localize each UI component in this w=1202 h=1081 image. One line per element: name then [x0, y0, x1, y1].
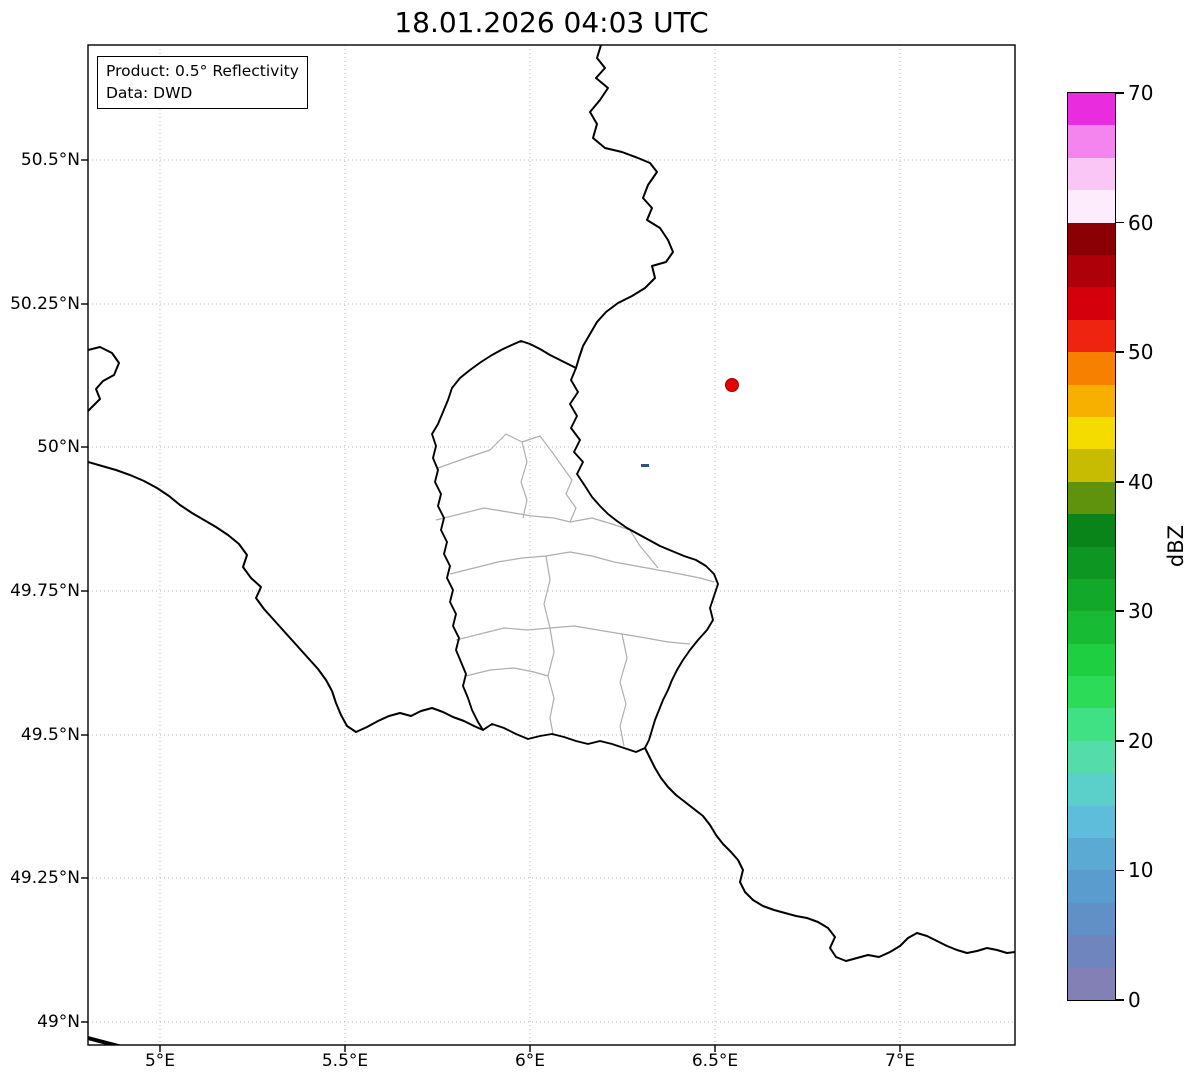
- colorbar-segment: [1068, 513, 1115, 547]
- plot-title: 18.01.2026 04:03 UTC: [394, 6, 709, 39]
- luxembourg-border: [431, 340, 719, 753]
- colorbar-tick-mark: [1116, 92, 1124, 94]
- y-tick-label: 50.25°N: [10, 294, 80, 314]
- colorbar-segment: [1068, 157, 1115, 191]
- y-tick-label: 50.5°N: [20, 150, 80, 170]
- colorbar-segment: [1068, 902, 1115, 936]
- colorbar-segment: [1068, 319, 1115, 353]
- colorbar-tick-label: 10: [1128, 858, 1154, 883]
- luxembourg-canton-borders: [435, 433, 715, 747]
- annotation-box: Product: 0.5° Reflectivity Data: DWD: [97, 56, 308, 109]
- colorbar-segment: [1068, 416, 1115, 450]
- colorbar-tick-mark: [1116, 740, 1124, 742]
- colorbar-tick-label: 30: [1128, 599, 1154, 624]
- x-tick-label: 5.5°E: [321, 1051, 369, 1071]
- colorbar-segment: [1068, 934, 1115, 968]
- colorbar-segment: [1068, 675, 1115, 709]
- colorbar-tick-label: 70: [1128, 81, 1154, 105]
- x-tick-label: 6.5°E: [691, 1051, 739, 1071]
- colorbar-tick-mark: [1116, 869, 1124, 872]
- colorbar-segment: [1068, 254, 1115, 288]
- colorbar-tick-label: 20: [1128, 728, 1154, 753]
- colorbar-tick-mark: [1116, 221, 1124, 224]
- colorbar-gradient: [1068, 93, 1115, 1000]
- colorbar-segment: [1068, 643, 1115, 677]
- colorbar-tick-mark: [1116, 351, 1124, 353]
- x-tick-label: 7°E: [884, 1051, 916, 1071]
- border-belgium-france-upper: [88, 346, 120, 412]
- colorbar-segment: [1068, 869, 1115, 903]
- colorbar-segment: [1068, 610, 1115, 644]
- colorbar-segment: [1068, 351, 1115, 385]
- colorbar-segment: [1068, 448, 1115, 482]
- y-tick-label: 50°N: [37, 437, 80, 457]
- x-tick-label: 6°E: [514, 1051, 546, 1071]
- colorbar-segment: [1068, 93, 1115, 126]
- colorbar-segment: [1068, 189, 1115, 223]
- colorbar-segment: [1068, 966, 1115, 1000]
- colorbar-segment: [1068, 383, 1115, 417]
- colorbar-tick-label: 50: [1128, 340, 1154, 365]
- colorbar-segment: [1068, 481, 1115, 515]
- colorbar-segment: [1068, 578, 1115, 612]
- colorbar-segment: [1068, 740, 1115, 774]
- colorbar-segment: [1068, 286, 1115, 320]
- colorbar-segment: [1068, 221, 1115, 255]
- echo-speck: [641, 464, 649, 467]
- plot-frame: [87, 44, 1016, 1046]
- colorbar-tick-label: 60: [1128, 210, 1154, 235]
- colorbar-tick-mark: [1116, 610, 1124, 613]
- colorbar-segment: [1068, 804, 1115, 839]
- axis-tick-marks: [81, 159, 901, 1052]
- colorbar-segment: [1068, 837, 1115, 871]
- colorbar: 0 10 20 30 40 50 60 70: [1067, 82, 1153, 1011]
- y-tick-label: 49.25°N: [10, 868, 80, 888]
- y-tick-label: 49°N: [37, 1012, 80, 1032]
- colorbar-segment: [1068, 124, 1115, 158]
- annotation-source: Data: DWD: [106, 84, 193, 102]
- border-fragment-corner: [88, 1036, 123, 1045]
- grid-layer: [88, 45, 1015, 1045]
- y-tick-label: 49.75°N: [10, 581, 80, 601]
- border-germany-belgium: [575, 45, 674, 369]
- border-belgium-france-main: [88, 461, 484, 733]
- y-tick-label: 49.5°N: [20, 725, 80, 745]
- colorbar-segment: [1068, 772, 1115, 806]
- colorbar-tick-label: 0: [1128, 988, 1141, 1012]
- colorbar-tick-label: 40: [1128, 469, 1154, 494]
- annotation-product: Product: 0.5° Reflectivity: [106, 62, 299, 80]
- colorbar-segment: [1068, 545, 1115, 579]
- colorbar-unit-label: dBZ: [1164, 524, 1188, 568]
- radar-site-marker: [725, 378, 739, 392]
- colorbar-tick-mark: [1116, 480, 1124, 483]
- x-tick-label: 5°E: [144, 1051, 176, 1071]
- border-france-germany: [644, 747, 1015, 962]
- colorbar-segment: [1068, 707, 1115, 741]
- colorbar-tick-mark: [1116, 999, 1124, 1001]
